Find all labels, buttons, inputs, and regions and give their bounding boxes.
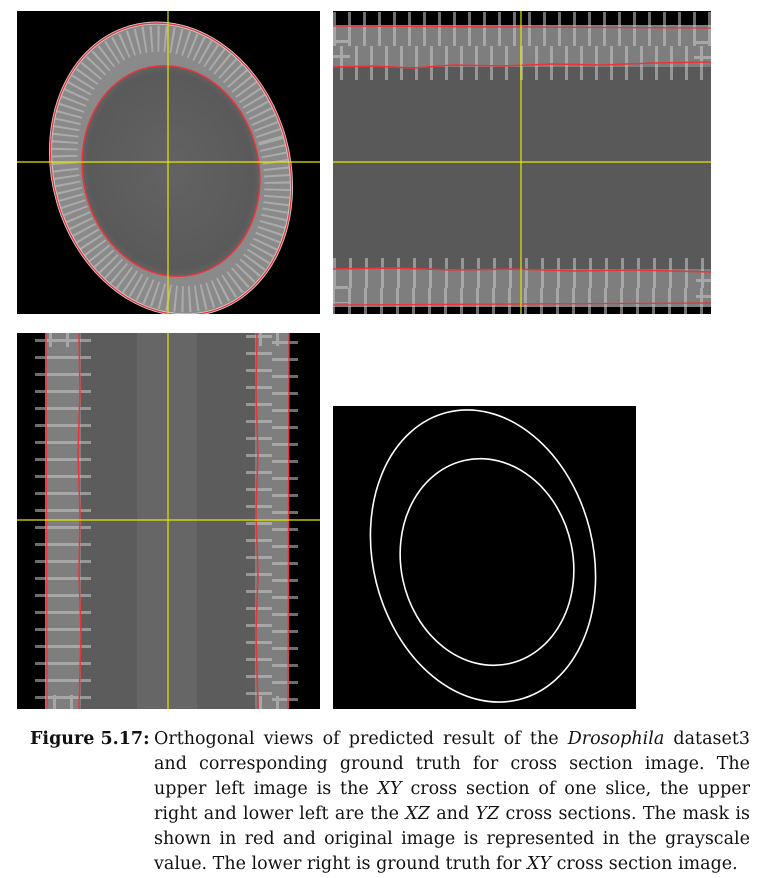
mask-top-outer xyxy=(333,25,711,29)
yz-cross-section-image xyxy=(17,333,320,709)
mask-right-inner xyxy=(255,333,259,709)
top-cells xyxy=(333,12,711,80)
xz-cross-section-image xyxy=(333,11,711,314)
xy-cross-section-svg xyxy=(17,11,320,314)
caption-text: Orthogonal views of predicted result of … xyxy=(154,727,750,877)
caption-xz-term: XZ xyxy=(405,804,430,824)
caption-xy-term-2: XY xyxy=(527,854,552,874)
ground-truth-outer-contour xyxy=(369,409,597,703)
mask-right-outer xyxy=(287,333,290,709)
figure-label: Figure 5.17: xyxy=(30,729,150,749)
yz-cross-section-svg xyxy=(17,333,320,709)
caption-part-3: cross section of one slice, the upper ri… xyxy=(154,779,750,824)
caption-part-5: cross sections. The mask is shown in red… xyxy=(154,804,750,874)
mask-top-inner xyxy=(333,61,711,69)
cell-striations xyxy=(51,25,291,313)
ground-truth-svg xyxy=(333,406,636,709)
mask-bottom-outer xyxy=(333,302,711,306)
caption-yz-term: YZ xyxy=(475,804,500,824)
ground-truth-image xyxy=(333,406,636,709)
xz-cross-section-svg xyxy=(333,11,711,314)
left-epithelium xyxy=(45,333,81,709)
caption-part-1: Orthogonal views of predicted result of … xyxy=(154,729,568,749)
xy-cross-section-image xyxy=(17,11,320,314)
mask-inner-contour xyxy=(81,64,261,278)
mask-bottom-inner xyxy=(333,267,711,273)
right-epithelium xyxy=(255,333,289,709)
figure-caption: Figure 5.17: Orthogonal views of predict… xyxy=(30,727,750,877)
mask-left-outer xyxy=(45,333,48,709)
mask-outer-contour xyxy=(49,22,293,314)
mask-left-inner xyxy=(77,333,82,709)
caption-part-4: and xyxy=(429,804,476,824)
lumen-band xyxy=(333,63,711,271)
caption-part-2: dataset3 and corresponding ground truth … xyxy=(154,729,750,799)
ground-truth-inner-contour xyxy=(399,457,575,667)
caption-species: Drosophila xyxy=(567,729,665,749)
central-stripe xyxy=(137,333,197,709)
inner-lumen xyxy=(82,65,260,277)
caption-part-6: cross section image. xyxy=(551,854,738,874)
caption-xy-term: XY xyxy=(377,779,402,799)
